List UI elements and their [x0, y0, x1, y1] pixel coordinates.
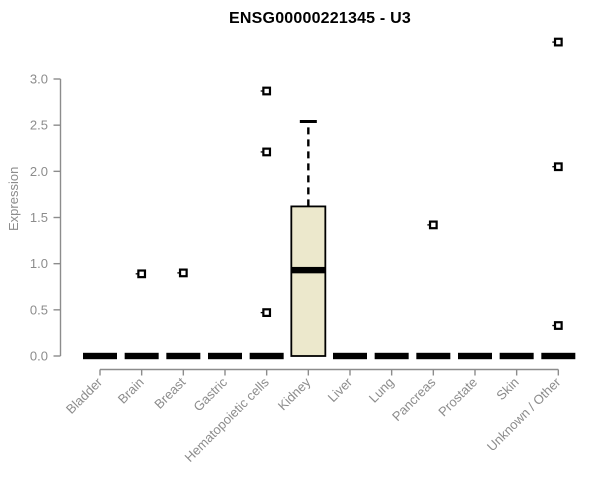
x-tick-label-text: Breast [151, 374, 188, 411]
outlier-point-hematopoietic-cells [260, 86, 272, 96]
x-tick-label-breast: Breast [151, 374, 188, 411]
y-tick-label: 1.0 [30, 256, 48, 271]
outlier-point-brain [135, 269, 147, 279]
outlier-square [553, 37, 563, 47]
x-tick-label-text: Prostate [435, 375, 480, 420]
x-tick-label-text: Kidney [275, 374, 314, 413]
x-tick-label-text: Unknown / Other [484, 374, 564, 454]
x-tick-label-text: Pancreas [389, 374, 439, 424]
x-tick-label-text: Liver [325, 374, 356, 405]
x-tick-label-liver: Liver [325, 374, 356, 405]
median-bar-brain [124, 352, 159, 360]
median-bar-skin [499, 352, 534, 360]
box-kidney [290, 205, 327, 357]
x-tick-label-text: Lung [366, 375, 397, 406]
y-tick-label: 0.0 [30, 349, 48, 364]
x-tick-label-text: Skin [493, 375, 521, 403]
median-bar-bladder [83, 352, 117, 360]
outlier-point-unknown-other [552, 37, 563, 47]
median-bar-hematopoietic-cells [249, 352, 284, 360]
x-tick-label-gastric: Gastric [190, 374, 230, 414]
outlier-square [553, 162, 563, 172]
outlier-square [262, 147, 272, 157]
outlier-point-pancreas [427, 220, 438, 230]
y-tick-label: 2.5 [30, 118, 48, 133]
outlier-square [178, 268, 188, 278]
median-bar-lung [374, 352, 409, 360]
median-bar-breast [166, 352, 201, 360]
outlier-point-unknown-other [552, 162, 563, 172]
outlier-square [553, 321, 563, 330]
x-tick-label-brain: Brain [115, 375, 147, 407]
chart-title: ENSG00000221345 - U3 [229, 10, 411, 27]
median-bar-prostate [457, 352, 492, 360]
median-bar-unknown-other [541, 352, 576, 360]
median-bar-liver [332, 352, 367, 360]
x-tick-label-skin: Skin [493, 375, 521, 403]
x-tick-label-kidney: Kidney [275, 374, 314, 413]
y-tick-label: 3.0 [30, 72, 48, 87]
x-tick-label-unknown-other: Unknown / Other [484, 374, 564, 454]
outlier-point-hematopoietic-cells [260, 308, 272, 318]
outlier-point-unknown-other [552, 321, 563, 330]
outlier-square [428, 220, 438, 230]
median-bar-kidney [291, 266, 326, 274]
median-bar-gastric [207, 352, 242, 360]
outlier-point-breast [177, 268, 188, 278]
outlier-square [137, 269, 147, 279]
x-tick-label-prostate: Prostate [435, 375, 480, 420]
outlier-square [262, 86, 272, 96]
x-tick-label-bladder: Bladder [63, 374, 106, 417]
x-tick-label-text: Gastric [190, 374, 230, 414]
x-tick-label-pancreas: Pancreas [389, 374, 439, 424]
y-tick-label: 1.5 [30, 210, 48, 225]
x-tick-label-text: Bladder [63, 374, 106, 417]
x-tick-label-lung: Lung [366, 375, 397, 406]
y-tick-label: 0.5 [30, 302, 48, 317]
x-tick-label-text: Brain [115, 375, 147, 407]
outlier-square [262, 308, 272, 318]
y-tick-label: 2.0 [30, 164, 48, 179]
outlier-point-hematopoietic-cells [260, 147, 272, 157]
median-bar-pancreas [416, 352, 451, 360]
